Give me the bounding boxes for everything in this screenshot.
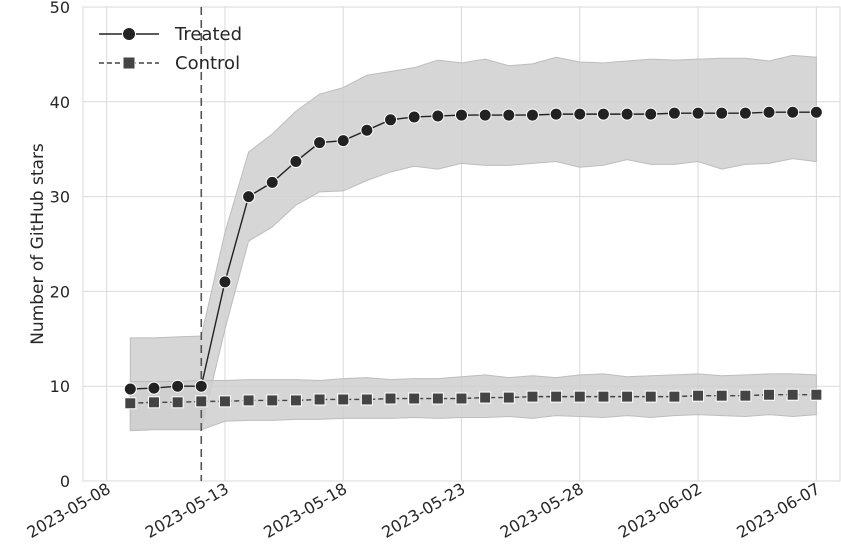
data-point-treated [620, 107, 634, 121]
data-point-treated [147, 381, 161, 395]
x-tick-label: 2023-05-28 [497, 479, 587, 542]
data-point-treated [691, 106, 705, 120]
data-point-treated [573, 107, 587, 121]
data-point-control [668, 390, 681, 403]
data-point-control [218, 395, 231, 408]
legend-marker-control [122, 56, 136, 70]
data-point-control [360, 393, 373, 406]
legend-label-treated: Treated [174, 24, 242, 45]
confidence-bands [129, 54, 817, 432]
data-point-treated [360, 123, 374, 137]
data-point-control [455, 392, 468, 405]
legend-marker-treated [122, 27, 136, 41]
data-point-treated [596, 107, 610, 121]
data-point-control [597, 390, 610, 403]
data-point-control [786, 388, 799, 401]
data-point-control [621, 390, 634, 403]
data-point-control [289, 394, 302, 407]
data-point-control [692, 389, 705, 402]
data-point-treated [786, 105, 800, 119]
data-point-control [408, 392, 421, 405]
data-point-treated [525, 108, 539, 122]
data-point-treated [431, 109, 445, 123]
data-point-treated [549, 107, 563, 121]
data-point-control [124, 397, 137, 410]
y-tick-label: 20 [50, 282, 70, 301]
data-point-treated [502, 108, 516, 122]
x-tick-label: 2023-05-18 [260, 479, 350, 542]
data-point-control [431, 392, 444, 405]
data-point-treated [762, 105, 776, 119]
data-point-control [810, 388, 823, 401]
data-point-treated [407, 110, 421, 124]
data-point-treated [738, 106, 752, 120]
data-point-treated [289, 155, 303, 169]
y-tick-label: 50 [50, 0, 70, 17]
y-tick-label: 30 [50, 188, 70, 207]
data-point-control [337, 393, 350, 406]
data-point-treated [123, 382, 137, 396]
data-point-treated [336, 134, 350, 148]
x-tick-label: 2023-05-23 [378, 479, 468, 542]
data-point-control [715, 389, 728, 402]
y-tick-label: 0 [60, 472, 70, 491]
data-point-treated [218, 275, 232, 289]
data-point-treated [313, 136, 327, 150]
data-point-control [313, 393, 326, 406]
data-point-treated [809, 105, 823, 119]
data-point-control [384, 392, 397, 405]
data-point-control [739, 389, 752, 402]
data-point-control [171, 396, 184, 409]
data-point-control [763, 388, 776, 401]
data-point-treated [478, 108, 492, 122]
y-axis-title: Number of GitHub stars [28, 143, 48, 345]
legend: Treated Control [99, 24, 242, 74]
data-point-control [550, 390, 563, 403]
legend-label-control: Control [175, 53, 240, 74]
data-point-treated [194, 379, 208, 393]
data-point-control [502, 391, 515, 404]
x-tick-label: 2023-05-13 [142, 479, 232, 542]
data-point-treated [384, 113, 398, 127]
data-point-treated [171, 379, 185, 393]
y-tick-label: 40 [50, 93, 70, 112]
data-point-treated [667, 106, 681, 120]
confidence-band-control [129, 373, 817, 432]
data-point-control [266, 394, 279, 407]
data-point-control [242, 394, 255, 407]
y-tick-label: 10 [50, 377, 70, 396]
confidence-band-treated [129, 54, 817, 431]
data-point-control [573, 390, 586, 403]
data-point-treated [265, 175, 279, 189]
series-layer [123, 105, 823, 410]
data-point-treated [242, 190, 256, 204]
data-point-control [147, 396, 160, 409]
data-point-treated [715, 106, 729, 120]
data-point-control [526, 390, 539, 403]
data-point-control [195, 395, 208, 408]
data-point-treated [455, 108, 468, 122]
data-point-control [479, 391, 492, 404]
x-tick-label: 2023-06-02 [615, 479, 705, 542]
data-point-control [644, 390, 657, 403]
data-point-treated [644, 107, 658, 121]
x-tick-label: 2023-06-07 [733, 479, 823, 542]
